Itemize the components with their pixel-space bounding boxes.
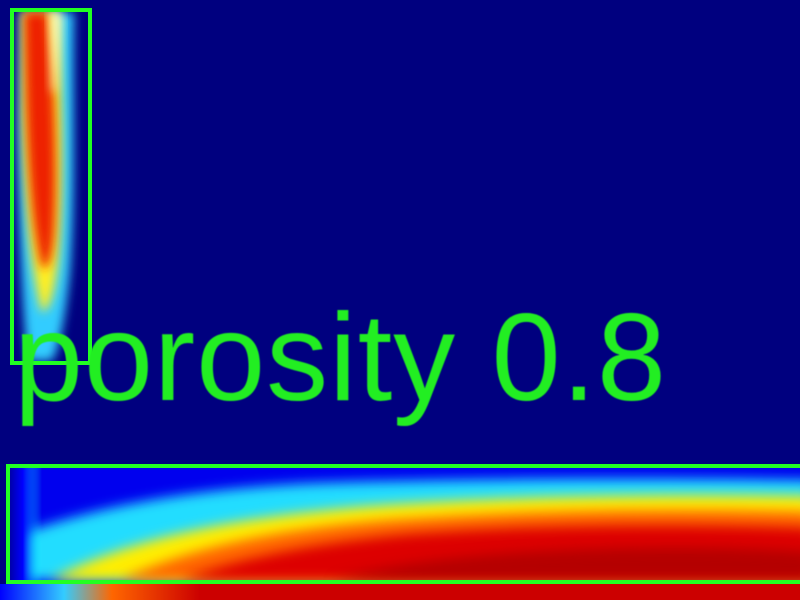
lower-field-heatmap (0, 584, 800, 600)
porosity-caption: porosity 0.8 (14, 289, 668, 427)
vertical-field-panel (10, 8, 92, 365)
horizontal-field-heatmap (10, 468, 800, 580)
horizontal-field-panel (6, 464, 800, 584)
vertical-field-heatmap (14, 12, 88, 361)
lower-field-strip (0, 584, 800, 600)
